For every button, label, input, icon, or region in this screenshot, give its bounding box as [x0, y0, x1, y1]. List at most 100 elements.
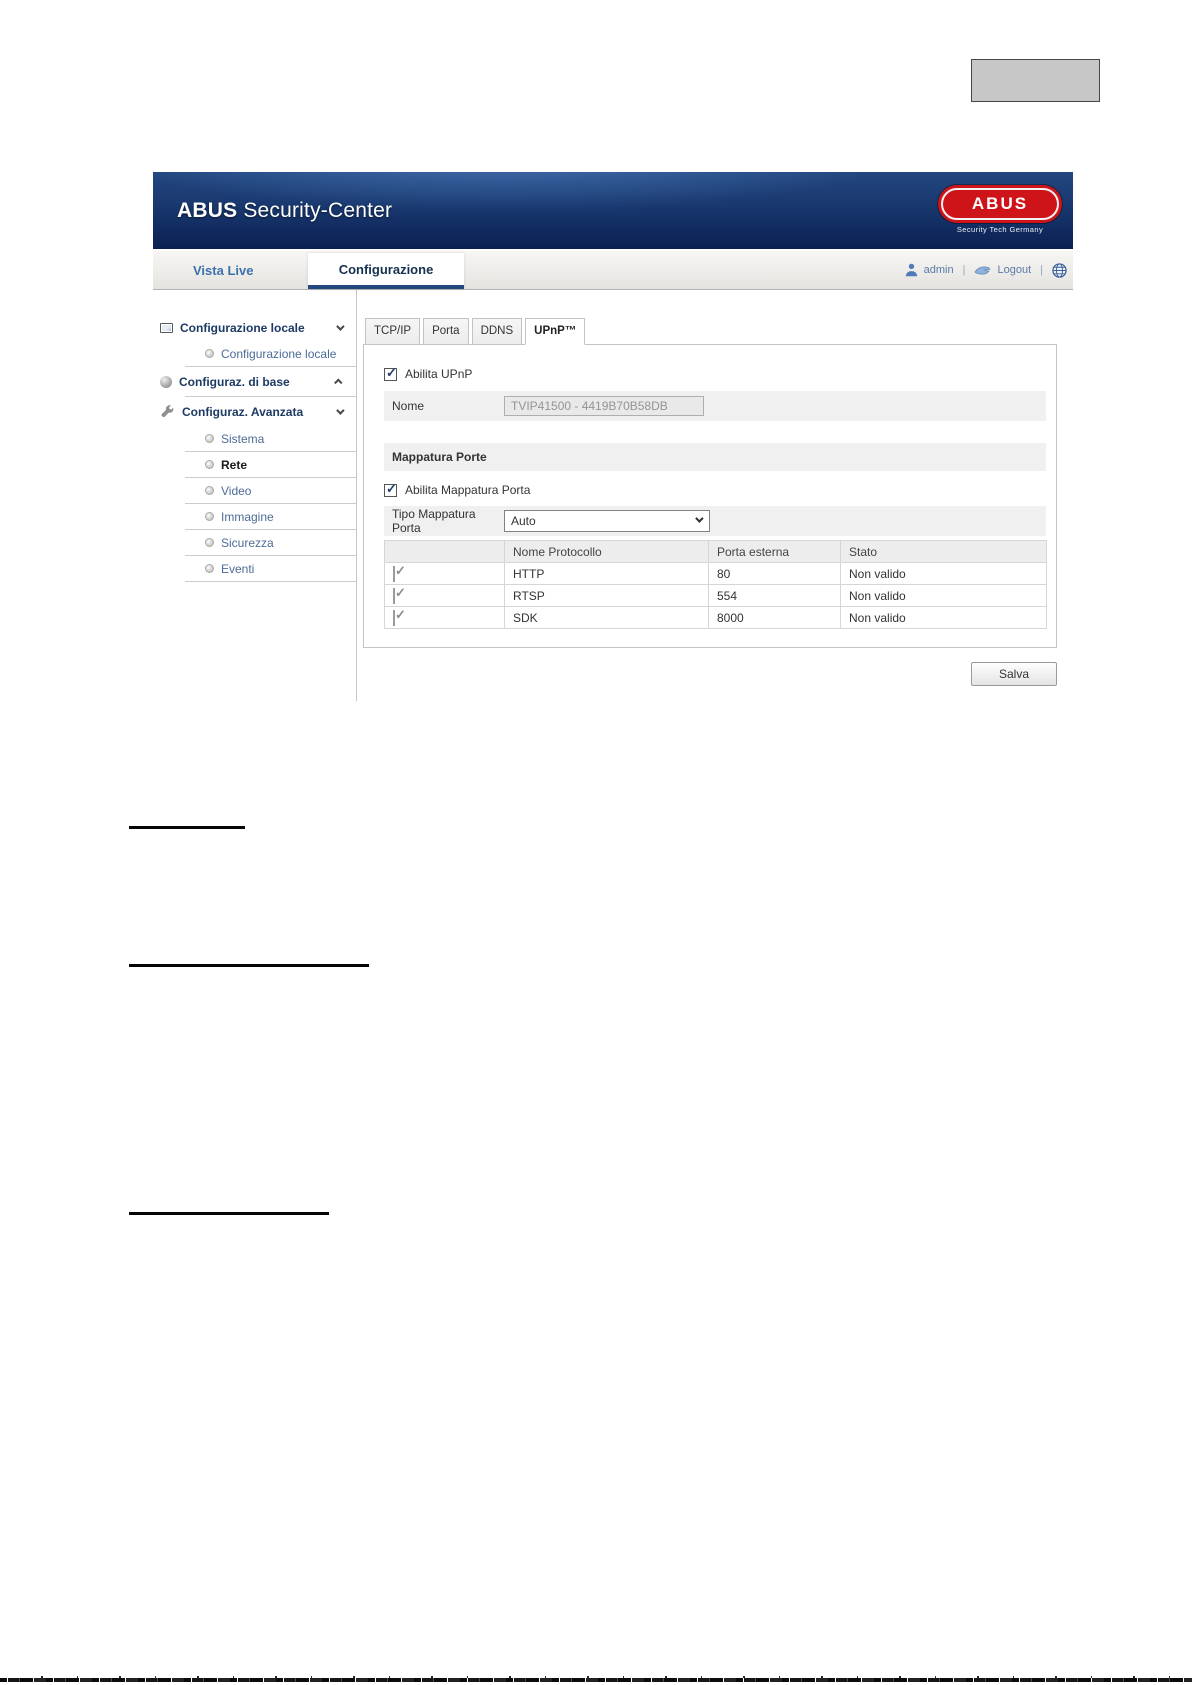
bullet-icon — [205, 512, 214, 521]
port-cell: 8000 — [708, 606, 841, 629]
tab-ddns[interactable]: DDNS — [471, 318, 523, 345]
enable-mapping-checkbox[interactable] — [384, 481, 397, 497]
chevron-down-icon — [336, 321, 345, 331]
user-icon — [905, 263, 918, 277]
sidebar-group-configurazione-locale[interactable]: Configurazione locale — [153, 314, 356, 341]
col-checkbox — [384, 540, 505, 563]
sidebar-divider — [185, 581, 356, 582]
app-header: ABUS Security-Center ABUS Security Tech G… — [153, 172, 1073, 249]
protocol-cell: HTTP — [504, 562, 709, 585]
status-cell: Non valido — [840, 562, 1047, 585]
tab-configurazione[interactable]: Configurazione — [308, 253, 464, 289]
sidebar-item-label: Video — [221, 483, 252, 498]
bullet-icon — [205, 564, 214, 573]
row-checkbox — [393, 609, 395, 626]
name-input: TVIP41500 - 4419B70B58DB — [504, 396, 704, 416]
table-row-rtsp: RTSP 554 Non valido — [384, 584, 1047, 607]
mapping-type-row: Tipo Mappatura Porta Auto — [384, 506, 1046, 536]
enable-upnp-row: Abilita UPnP — [384, 365, 1046, 383]
bullet-icon — [205, 486, 214, 495]
tab-porta[interactable]: Porta — [423, 318, 469, 345]
sidebar: Configurazione locale Configurazione loc… — [153, 290, 357, 701]
sidebar-divider — [185, 366, 356, 367]
mapping-type-label: Tipo Mappatura Porta — [392, 507, 476, 535]
name-row: Nome TVIP41500 - 4419B70B58DB — [384, 391, 1046, 421]
sidebar-divider — [185, 555, 356, 556]
port-cell: 80 — [708, 562, 841, 585]
port-table: Nome Protocollo Porta esterna Stato HTTP… — [384, 540, 1047, 629]
sidebar-item-label: Immagine — [221, 509, 274, 524]
sidebar-group-label: Configuraz. Avanzata — [182, 404, 304, 419]
table-row-http: HTTP 80 Non valido — [384, 562, 1047, 585]
save-row: Salva — [363, 662, 1057, 686]
content-area: Configurazione locale Configurazione loc… — [153, 290, 1073, 701]
sidebar-item-rete[interactable]: Rete — [153, 452, 356, 477]
app-title-rest: Security-Center — [243, 198, 393, 222]
mapping-type-select[interactable]: Auto — [504, 510, 710, 532]
tab-vista-live[interactable]: Vista Live — [193, 262, 254, 278]
main-panel-area: TCP/IP Porta DDNS UPnP™ Abilita UPnP Nom… — [357, 290, 1073, 701]
language-globe-icon[interactable] — [1052, 262, 1067, 278]
sidebar-item-sicurezza[interactable]: Sicurezza — [153, 530, 356, 555]
sidebar-divider — [185, 451, 356, 452]
sidebar-divider — [185, 477, 356, 478]
sidebar-item-label: Sistema — [221, 431, 265, 446]
heading-underline-3 — [129, 1212, 329, 1215]
col-status: Stato — [840, 540, 1047, 563]
sidebar-item-label: Eventi — [221, 561, 255, 576]
sidebar-item-eventi[interactable]: Eventi — [153, 556, 356, 581]
enable-mapping-label: Abilita Mappatura Porta — [405, 483, 531, 497]
port-cell: 554 — [708, 584, 841, 607]
separator: | — [1040, 264, 1043, 276]
wrench-icon — [160, 404, 175, 419]
logout-link[interactable]: Logout — [997, 264, 1032, 276]
tab-tcpip[interactable]: TCP/IP — [365, 318, 421, 345]
bullet-icon — [205, 434, 214, 443]
sidebar-group-configuraz-avanzata[interactable]: Configuraz. Avanzata — [153, 397, 356, 426]
heading-underline-1 — [129, 826, 245, 829]
username[interactable]: admin — [923, 264, 954, 276]
sidebar-item-sistema[interactable]: Sistema — [153, 426, 356, 451]
status-cell: Non valido — [840, 584, 1047, 607]
page-bottom-scan-edge — [0, 1676, 1192, 1682]
bullet-icon — [205, 349, 214, 358]
abus-logo-subtitle: Security Tech Germany — [956, 225, 1044, 234]
sidebar-divider — [185, 396, 356, 397]
top-navbar: Vista Live Configurazione admin | Logout… — [153, 249, 1073, 290]
port-table-header: Nome Protocollo Porta esterna Stato — [384, 540, 1047, 563]
page-number-placeholder — [971, 59, 1100, 102]
chevron-down-icon — [695, 514, 704, 523]
separator: | — [962, 264, 966, 276]
settings-tabs: TCP/IP Porta DDNS UPnP™ — [365, 318, 1073, 345]
camera-ui-screenshot: ABUS Security-Center ABUS Security Tech G… — [153, 172, 1073, 702]
sidebar-item-label: Sicurezza — [221, 535, 274, 550]
upnp-settings-panel: Abilita UPnP Nome TVIP41500 - 4419B70B58… — [363, 344, 1057, 648]
app-title-brand: ABUS — [177, 198, 238, 222]
sphere-icon — [160, 375, 172, 388]
abus-logo: ABUS Security Tech Germany — [941, 188, 1059, 234]
col-protocol: Nome Protocollo — [504, 540, 709, 563]
tab-upnp[interactable]: UPnP™ — [525, 318, 586, 345]
sidebar-group-configuraz-di-base[interactable]: Configuraz. di base — [153, 367, 356, 396]
heading-underline-2 — [129, 964, 369, 967]
sidebar-item-configurazione-locale[interactable]: Configurazione locale — [153, 341, 356, 366]
sidebar-divider — [185, 503, 356, 504]
sidebar-item-immagine[interactable]: Immagine — [153, 504, 356, 529]
protocol-cell: SDK — [504, 606, 709, 629]
enable-upnp-checkbox[interactable] — [384, 365, 397, 381]
table-row-sdk: SDK 8000 Non valido — [384, 606, 1047, 629]
mapping-type-value: Auto — [511, 514, 536, 528]
section-title: Mappatura Porte — [392, 450, 487, 464]
user-area: admin | Logout | — [905, 251, 1067, 289]
row-checkbox — [393, 587, 395, 604]
enable-upnp-label: Abilita UPnP — [405, 367, 473, 381]
sidebar-item-label: Rete — [221, 457, 248, 472]
sidebar-item-video[interactable]: Video — [153, 478, 356, 503]
sidebar-divider — [185, 529, 356, 530]
logout-icon — [974, 265, 992, 276]
sidebar-group-label: Configurazione locale — [180, 320, 305, 335]
save-button[interactable]: Salva — [971, 662, 1057, 686]
chevron-down-icon — [336, 405, 345, 415]
name-label: Nome — [392, 399, 425, 413]
